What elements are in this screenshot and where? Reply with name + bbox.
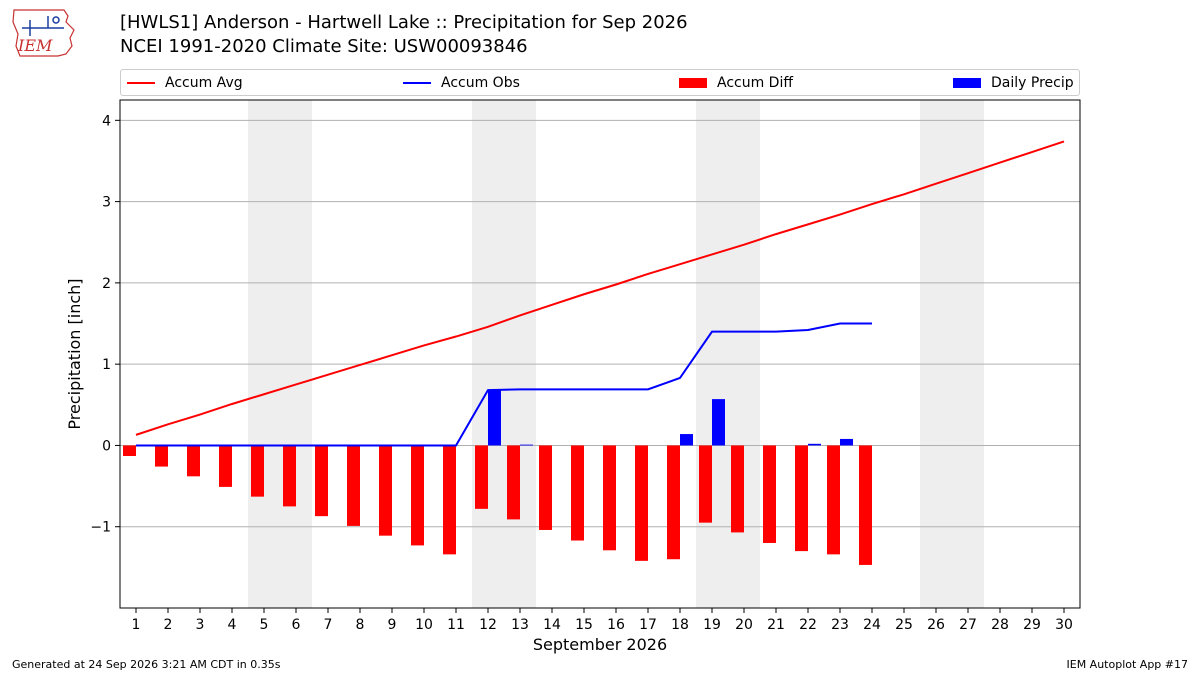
accum-diff-bar — [859, 445, 872, 565]
chart-title: [HWLS1] Anderson - Hartwell Lake :: Prec… — [120, 12, 688, 33]
x-tick-label: 28 — [991, 617, 1009, 633]
accum-diff-bar — [251, 445, 264, 497]
footer-app: IEM Autoplot App #17 — [1066, 658, 1189, 671]
legend: Accum Avg Accum Obs Accum Diff Daily Pre… — [120, 69, 1080, 96]
legend-label-accum-avg: Accum Avg — [165, 74, 243, 91]
legend-item-accum-avg: Accum Avg — [127, 70, 243, 95]
y-axis-label: Precipitation [inch] — [65, 278, 84, 429]
accum-diff-bar — [443, 445, 456, 555]
accum-diff-bar — [571, 445, 584, 541]
x-tick-label: 12 — [479, 617, 497, 633]
x-tick-label: 10 — [415, 617, 433, 633]
x-tick-label: 25 — [895, 617, 913, 633]
x-tick-label: 20 — [735, 617, 753, 633]
legend-item-accum-obs: Accum Obs — [403, 70, 520, 95]
legend-swatch-accum-obs — [403, 81, 431, 84]
accum-diff-bar — [667, 445, 680, 560]
iem-logo: IEM — [12, 9, 75, 57]
accum-avg-line — [135, 140, 1065, 436]
plot-frame — [119, 99, 1081, 609]
accum-diff-bar — [187, 445, 200, 477]
accum-diff-bar — [827, 445, 840, 555]
x-tick-label: 9 — [388, 617, 397, 633]
accum-diff-bar — [123, 445, 136, 457]
legend-label-daily-precip: Daily Precip — [991, 74, 1074, 91]
logo-text: IEM — [17, 36, 53, 55]
daily-precip-bar — [840, 438, 853, 446]
chart-subtitle: NCEI 1991-2020 Climate Site: USW00093846 — [120, 36, 528, 57]
accum-diff-bar — [635, 445, 648, 561]
weekend-shade — [248, 100, 312, 608]
weekend-shade — [696, 100, 760, 608]
x-tick-label: 30 — [1055, 617, 1073, 633]
weekend-shade — [472, 100, 536, 608]
x-tick-label: 26 — [927, 617, 945, 633]
x-tick-label: 19 — [703, 617, 721, 633]
x-tick-label: 13 — [511, 617, 529, 633]
x-tick-label: 11 — [447, 617, 465, 633]
x-tick-label: 22 — [799, 617, 817, 633]
x-axis-label: September 2026 — [533, 635, 667, 654]
y-tick-label: 1 — [102, 357, 111, 373]
x-tick-label: 29 — [1023, 617, 1041, 633]
legend-item-accum-diff: Accum Diff — [679, 70, 793, 95]
daily-precip-bar — [808, 443, 821, 446]
x-tick-label: 4 — [228, 617, 237, 633]
daily-precip-bar — [712, 399, 725, 446]
accum-diff-bar — [763, 445, 776, 543]
x-tick-label: 15 — [575, 617, 593, 633]
legend-label-accum-diff: Accum Diff — [717, 74, 794, 91]
x-tick-label: 3 — [196, 617, 205, 633]
accum-diff-bar — [731, 445, 744, 533]
y-tick-label: 3 — [102, 195, 111, 211]
accum-diff-bar — [219, 445, 232, 487]
accum-diff-bar — [283, 445, 296, 507]
x-tick-label: 6 — [292, 617, 301, 633]
y-tick-label: 4 — [102, 113, 111, 129]
x-tick-label: 21 — [767, 617, 785, 633]
accum-diff-bar — [411, 445, 424, 546]
daily-precip-bar — [488, 390, 501, 446]
x-tick-label: 8 — [356, 617, 365, 633]
accum-diff-bar — [315, 445, 328, 517]
y-tick-label: 0 — [102, 438, 111, 454]
x-tick-label: 27 — [959, 617, 977, 633]
accum-diff-bar — [475, 445, 488, 509]
daily-precip-bar — [680, 434, 693, 446]
weekend-shade — [920, 100, 984, 608]
legend-label-accum-obs: Accum Obs — [441, 74, 520, 91]
x-tick-label: 23 — [831, 617, 849, 633]
x-tick-label: 5 — [260, 617, 269, 633]
y-tick-label: 2 — [102, 276, 111, 292]
legend-swatch-daily-precip — [953, 77, 981, 88]
accum-diff-bar — [155, 445, 168, 467]
accum-obs-line — [136, 322, 872, 447]
x-tick-label: 14 — [543, 617, 561, 633]
x-tick-label: 1 — [132, 617, 141, 633]
x-tick-label: 18 — [671, 617, 689, 633]
daily-precip-bar — [520, 444, 533, 446]
x-tick-label: 24 — [863, 617, 881, 633]
legend-item-daily-precip: Daily Precip — [953, 70, 1074, 95]
y-tick-label: −1 — [90, 520, 111, 536]
legend-swatch-accum-diff — [679, 77, 707, 88]
accum-diff-bar — [699, 445, 712, 523]
accum-diff-bar — [347, 445, 360, 526]
legend-swatch-accum-avg — [127, 81, 155, 84]
x-tick-label: 16 — [607, 617, 625, 633]
footer-generated: Generated at 24 Sep 2026 3:21 AM CDT in … — [12, 658, 281, 671]
accum-diff-bar — [795, 445, 808, 552]
x-tick-label: 2 — [164, 617, 173, 633]
x-tick-label: 7 — [324, 617, 333, 633]
accum-diff-bar — [603, 445, 616, 551]
x-tick-label: 17 — [639, 617, 657, 633]
accum-diff-bar — [379, 445, 392, 536]
accum-diff-bar — [539, 445, 552, 530]
accum-diff-bar — [507, 445, 520, 520]
